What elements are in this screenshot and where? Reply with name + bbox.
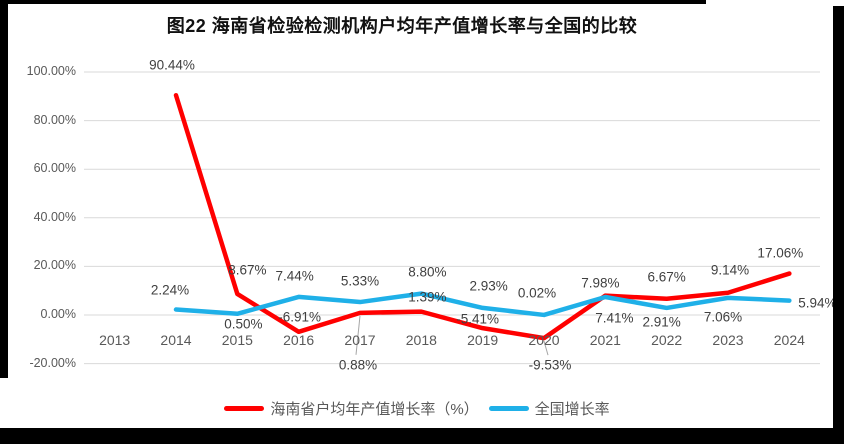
x-axis-category-label: 2018 <box>405 332 437 348</box>
data-label-series1-2019: 2.93% <box>469 278 508 294</box>
x-axis-category-label: 2015 <box>221 332 253 348</box>
legend-label-hainan: 海南省户均年产值增长率（%） <box>270 400 479 418</box>
y-axis-tick-label: 20.00% <box>33 258 76 273</box>
y-axis-tick-label: 0.00% <box>40 307 76 321</box>
data-label-series1-2022: 2.91% <box>642 314 681 330</box>
scan-artifact-left <box>0 0 8 378</box>
legend-line-swatch-blue <box>488 405 529 411</box>
y-axis-tick-label: -20.00% <box>29 355 76 370</box>
data-label-series1-2024: 5.94% <box>798 295 837 311</box>
x-axis-category-label: 2013 <box>99 332 131 348</box>
data-label-series0-2023: 9.14% <box>710 262 750 278</box>
x-axis-category-label: 2022 <box>651 332 683 348</box>
data-label-series1-2020: 0.02% <box>517 285 557 301</box>
data-label-series1-2016: 7.44% <box>275 268 314 284</box>
data-label-series0-2015: 8.67% <box>228 262 267 278</box>
y-axis-tick-label: 40.00% <box>33 209 76 224</box>
data-label-series0-2016: -6.91% <box>278 309 322 325</box>
data-label-series1-2015: 0.50% <box>224 316 263 332</box>
data-label-series1-2014: 2.24% <box>150 282 190 298</box>
x-axis-category-label: 2020 <box>528 332 560 348</box>
y-axis-tick-label: 80.00% <box>33 112 76 127</box>
data-label-series1-2018: 8.80% <box>408 264 447 280</box>
data-label-series0-2014: 90.44% <box>149 57 195 73</box>
x-axis-category-label: 2016 <box>283 332 315 348</box>
x-axis-category-label: 2019 <box>467 332 499 348</box>
y-axis-tick-label: 60.00% <box>33 161 76 176</box>
chart-title: 图22 海南省检验检测机构户均年产值增长率与全国的比较 <box>166 16 638 36</box>
legend-line-swatch-red <box>224 405 265 411</box>
data-label-series0-2022: 6.67% <box>647 269 686 285</box>
legend-item-hainan: 海南省户均年产值增长率（%） <box>224 398 479 419</box>
x-axis-category-label: 2021 <box>589 332 621 348</box>
legend-label-national: 全国增长率 <box>534 400 610 418</box>
y-axis-tick-label: 100.00% <box>26 64 76 78</box>
legend-item-national: 全国增长率 <box>488 398 610 419</box>
x-axis-category-label: 2023 <box>712 332 744 348</box>
data-label-series0-2018: 1.39% <box>408 289 447 305</box>
x-axis-category-label: 2014 <box>160 332 192 348</box>
scan-artifact-top <box>0 0 706 4</box>
chart-legend: 海南省户均年产值增长率（%） 全国增长率 <box>0 398 834 418</box>
data-label-series0-2017: 0.88% <box>338 357 378 373</box>
data-label-series0-2020: -9.53% <box>528 357 572 373</box>
data-label-series1-2017: 5.33% <box>340 273 380 289</box>
scan-artifact-right <box>833 6 844 444</box>
data-label-series0-2024: 17.06% <box>757 245 804 261</box>
data-label-series1-2021: 7.41% <box>595 310 634 326</box>
series-line-0 <box>173 92 792 341</box>
x-axis-category-label: 2017 <box>344 332 376 348</box>
data-label-series0-2021: 7.98% <box>581 275 620 291</box>
data-label-series0-2019: -5.41% <box>456 311 500 327</box>
x-axis-category-label: 2024 <box>773 332 805 348</box>
series-line-1 <box>173 291 792 318</box>
scan-artifact-bottom <box>0 428 838 444</box>
data-label-series1-2023: 7.06% <box>703 309 743 325</box>
